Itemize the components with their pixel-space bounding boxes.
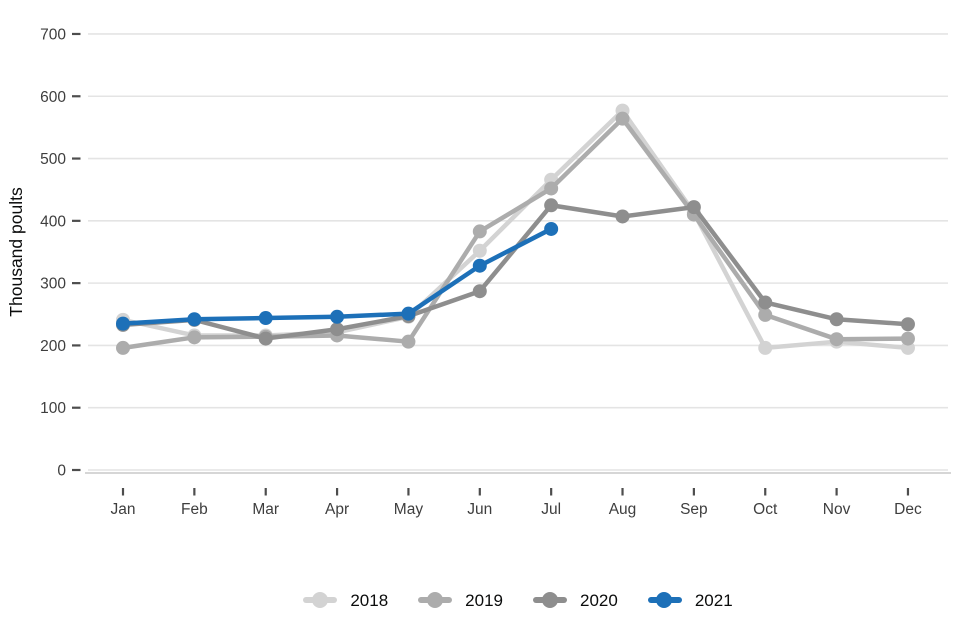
- data-point-2020: [615, 209, 630, 224]
- data-point-2020: [544, 198, 559, 213]
- data-point-2021: [472, 258, 487, 273]
- data-point-2020: [758, 295, 773, 310]
- turkey-poults-line-chart: 0 100 200 300 400 500 600 700 Jan Feb Mar Apr May Jun…: [6, 26, 951, 518]
- data-point-2020: [900, 317, 915, 332]
- data-point-2019: [544, 181, 559, 196]
- data-point-2021: [544, 221, 559, 236]
- legend-swatch-2019: [418, 592, 453, 609]
- data-point-2020: [258, 331, 273, 346]
- y-tick-label: 400: [40, 213, 66, 230]
- legend-swatch-2021: [647, 592, 682, 609]
- x-tick-label: May: [394, 501, 424, 518]
- x-tick-label: Apr: [325, 501, 349, 518]
- legend-swatch-2018: [303, 592, 338, 609]
- y-tick-label: 700: [40, 26, 66, 43]
- x-tick-label: Mar: [252, 501, 279, 518]
- legend-dot-icon: [426, 592, 443, 608]
- x-tick-label: Dec: [894, 501, 922, 518]
- data-point-2018: [472, 243, 487, 258]
- legend-dot-icon: [656, 592, 673, 608]
- legend-label: 2019: [465, 590, 503, 610]
- y-tick-label: 500: [40, 151, 66, 168]
- data-point-2021: [401, 306, 416, 321]
- data-point-2019: [401, 334, 416, 349]
- legend-item-2020: 2020: [533, 592, 618, 609]
- data-point-2019: [615, 111, 630, 126]
- legend-label: 2020: [580, 590, 618, 610]
- x-tick-label: Oct: [753, 501, 778, 518]
- data-point-2021: [187, 312, 202, 327]
- legend-swatch-2020: [533, 592, 567, 609]
- x-tick-label: Feb: [181, 501, 208, 518]
- series-line-2019: [120, 116, 911, 351]
- y-tick-label: 0: [57, 463, 66, 480]
- data-point-2020: [829, 312, 844, 327]
- data-point-2021: [330, 309, 345, 324]
- legend-label: 2021: [694, 590, 733, 610]
- data-point-2019: [829, 332, 844, 347]
- y-axis-title: Thousand poults: [6, 187, 26, 317]
- x-tick-label: Aug: [609, 501, 637, 518]
- y-tick-label: 200: [40, 338, 66, 355]
- data-point-2021: [116, 316, 130, 331]
- x-tick-label: Nov: [823, 501, 851, 518]
- data-point-2020: [330, 322, 345, 337]
- data-point-2019: [472, 224, 487, 239]
- x-tick-label: Jan: [111, 501, 136, 518]
- chart-legend: 2018 2019 2020 2021: [0, 583, 960, 617]
- series-line-2018: [120, 108, 911, 351]
- data-point-2021: [258, 311, 273, 326]
- legend-dot-icon: [541, 592, 558, 608]
- x-tick-label: Sep: [680, 501, 708, 518]
- legend-label: 2018: [350, 590, 389, 610]
- legend-item-2019: 2019: [418, 592, 503, 609]
- x-tick-label: Jul: [541, 501, 561, 518]
- data-point-2019: [758, 307, 773, 322]
- data-point-2019: [116, 340, 130, 355]
- data-point-2020: [472, 284, 487, 299]
- legend-item-2018: 2018: [303, 592, 388, 609]
- legend-dot-icon: [311, 592, 328, 608]
- data-point-2019: [187, 330, 202, 345]
- x-tick-label: Jun: [467, 501, 492, 518]
- y-tick-label: 300: [40, 276, 66, 293]
- data-point-2019: [900, 331, 915, 346]
- y-tick-label: 600: [40, 89, 66, 106]
- data-point-2018: [758, 340, 773, 355]
- y-tick-label: 100: [40, 400, 66, 417]
- legend-item-2021: 2021: [647, 590, 733, 610]
- data-point-2020: [686, 200, 701, 215]
